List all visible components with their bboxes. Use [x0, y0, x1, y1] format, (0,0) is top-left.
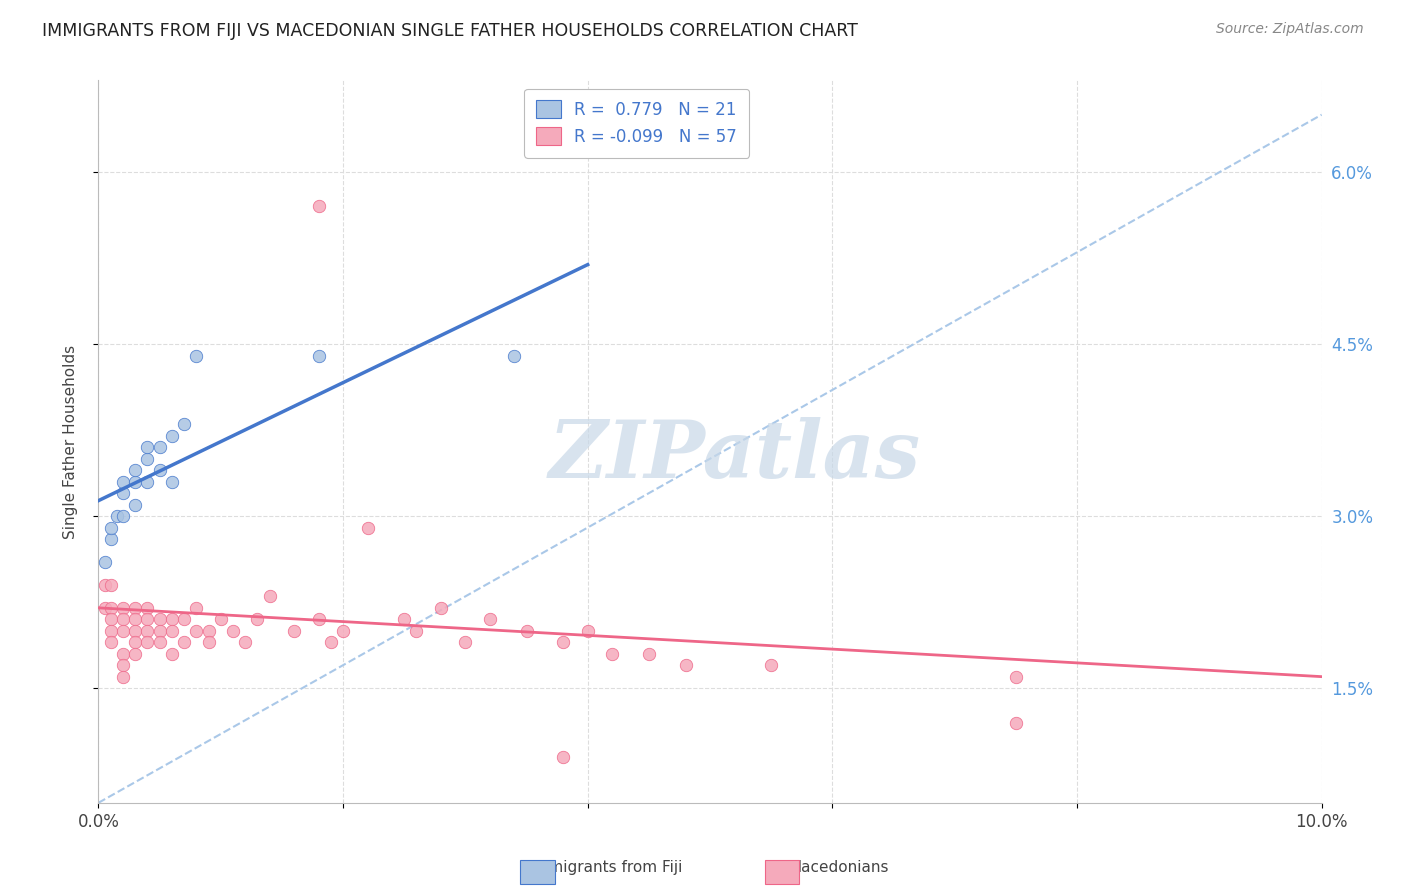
Point: [430, 600, 453, 615]
Point: [405, 624, 427, 638]
Point: [149, 440, 172, 454]
Point: [111, 612, 134, 626]
Y-axis label: Single Father Households: Single Father Households: [63, 344, 77, 539]
Point: [259, 590, 281, 604]
Point: [136, 475, 159, 489]
Point: [105, 509, 128, 524]
Text: ZIPatlas: ZIPatlas: [548, 417, 921, 495]
Point: [319, 635, 342, 649]
Point: [136, 451, 159, 466]
Point: [516, 624, 538, 638]
Point: [124, 463, 146, 477]
Point: [197, 635, 219, 649]
Point: [124, 612, 146, 626]
Point: [111, 670, 134, 684]
Point: [308, 612, 330, 626]
Point: [111, 658, 134, 673]
Text: Source: ZipAtlas.com: Source: ZipAtlas.com: [1216, 22, 1364, 37]
Point: [111, 475, 134, 489]
Point: [1004, 670, 1026, 684]
Point: [136, 440, 159, 454]
Point: [759, 658, 782, 673]
Point: [93, 600, 115, 615]
Point: [308, 349, 330, 363]
Point: [160, 475, 183, 489]
Point: [209, 612, 232, 626]
Point: [111, 486, 134, 500]
Point: [136, 635, 159, 649]
Point: [222, 624, 245, 638]
Point: [186, 349, 208, 363]
Point: [111, 600, 134, 615]
Point: [136, 624, 159, 638]
Point: [149, 635, 172, 649]
Point: [173, 635, 195, 649]
Point: [149, 612, 172, 626]
Point: [283, 624, 305, 638]
Point: [149, 624, 172, 638]
Point: [124, 624, 146, 638]
Point: [100, 612, 122, 626]
Text: IMMIGRANTS FROM FIJI VS MACEDONIAN SINGLE FATHER HOUSEHOLDS CORRELATION CHART: IMMIGRANTS FROM FIJI VS MACEDONIAN SINGL…: [42, 22, 858, 40]
Point: [93, 555, 115, 569]
Point: [124, 475, 146, 489]
Point: [111, 509, 134, 524]
Point: [356, 520, 378, 534]
Point: [637, 647, 661, 661]
Point: [100, 624, 122, 638]
Point: [1004, 715, 1026, 730]
Point: [136, 600, 159, 615]
Legend: R =  0.779   N = 21, R = -0.099   N = 57: R = 0.779 N = 21, R = -0.099 N = 57: [524, 88, 749, 158]
Point: [100, 635, 122, 649]
Point: [332, 624, 354, 638]
Point: [124, 647, 146, 661]
Point: [124, 635, 146, 649]
Point: [136, 612, 159, 626]
Point: [124, 600, 146, 615]
Point: [100, 532, 122, 546]
Point: [553, 750, 575, 764]
Point: [186, 624, 208, 638]
Point: [160, 612, 183, 626]
Point: [308, 199, 330, 213]
Point: [149, 463, 172, 477]
Point: [233, 635, 256, 649]
Point: [111, 624, 134, 638]
Point: [454, 635, 477, 649]
Point: [160, 624, 183, 638]
Point: [186, 600, 208, 615]
Point: [100, 578, 122, 592]
Point: [392, 612, 416, 626]
Point: [478, 612, 501, 626]
FancyBboxPatch shape: [765, 860, 800, 884]
Point: [173, 417, 195, 432]
Point: [503, 349, 526, 363]
Point: [600, 647, 623, 661]
Point: [576, 624, 599, 638]
Point: [100, 600, 122, 615]
Point: [124, 498, 146, 512]
Text: Macedonians: Macedonians: [789, 860, 889, 875]
Point: [100, 520, 122, 534]
FancyBboxPatch shape: [520, 860, 555, 884]
Point: [246, 612, 269, 626]
Text: Immigrants from Fiji: Immigrants from Fiji: [530, 860, 683, 875]
Point: [111, 647, 134, 661]
Point: [675, 658, 697, 673]
Point: [197, 624, 219, 638]
Point: [160, 429, 183, 443]
Point: [160, 647, 183, 661]
Point: [173, 612, 195, 626]
Point: [93, 578, 115, 592]
Point: [553, 635, 575, 649]
